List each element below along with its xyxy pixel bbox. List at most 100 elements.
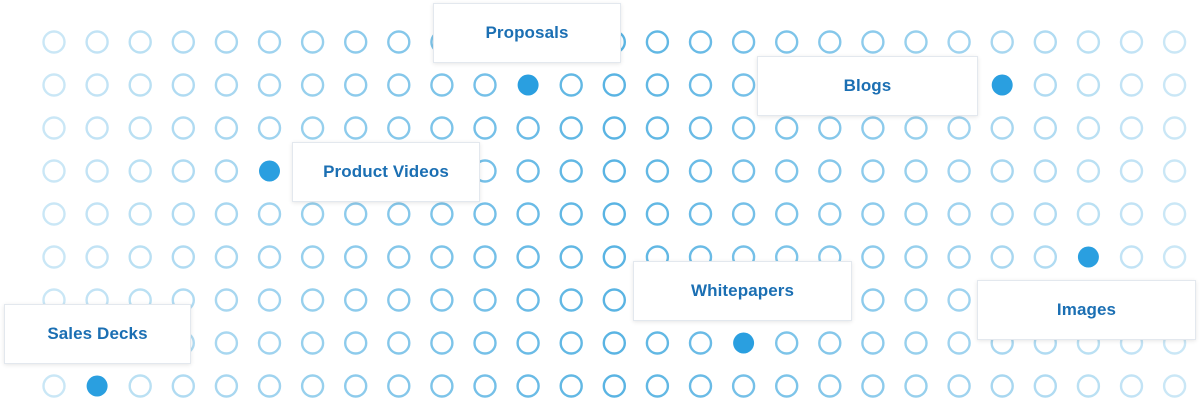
ring-dot (42, 73, 66, 97)
ring-dot (214, 245, 239, 269)
ring-dot (1076, 374, 1101, 398)
ring-dot (85, 245, 109, 269)
ring-dot (473, 202, 497, 226)
filled-dot (1077, 246, 1099, 268)
ring-dot (387, 73, 411, 97)
ring-dot (1119, 374, 1144, 398)
ring-dot (171, 159, 196, 183)
ring-dot (688, 30, 713, 54)
filled-dot (517, 74, 539, 96)
ring-dot (559, 331, 583, 355)
ring-dot (516, 116, 540, 140)
ring-dot (214, 159, 239, 183)
ring-dot (128, 245, 152, 269)
ring-dot (42, 374, 66, 398)
ring-dot (42, 159, 66, 183)
ring-dot (214, 331, 239, 355)
ring-dot (818, 30, 842, 54)
ring-dot (387, 202, 411, 226)
ring-dot (430, 374, 454, 398)
ring-dot (731, 116, 756, 140)
ring-dot (516, 374, 540, 398)
ring-dot (1119, 30, 1144, 54)
ring-dot (300, 245, 325, 269)
ring-dot (1162, 245, 1187, 269)
ring-dot (775, 30, 799, 54)
ring-dot (85, 30, 109, 54)
ring-dot (85, 116, 109, 140)
ring-dot (775, 202, 799, 226)
ring-dot (128, 73, 152, 97)
blogs-card: Blogs (757, 56, 978, 116)
ring-dot (904, 331, 928, 355)
ring-dot (731, 374, 756, 398)
ring-dot (990, 116, 1014, 140)
ring-dot (861, 374, 885, 398)
ring-dot (688, 374, 713, 398)
ring-dot (904, 116, 928, 140)
ring-dot (861, 116, 885, 140)
ring-dot (300, 331, 325, 355)
ring-dot (300, 30, 325, 54)
ring-dot (1076, 30, 1101, 54)
ring-dot (731, 159, 756, 183)
ring-dot (1162, 73, 1187, 97)
ring-dot (688, 73, 713, 97)
product-videos-card: Product Videos (292, 142, 480, 202)
ring-dot (430, 202, 454, 226)
ring-dot (171, 73, 196, 97)
ring-dot (171, 116, 196, 140)
ring-dot (645, 374, 670, 398)
ring-dot (257, 245, 282, 269)
ring-dot (861, 245, 885, 269)
ring-dot (990, 159, 1014, 183)
ring-dot (1119, 73, 1144, 97)
ring-dot (990, 202, 1014, 226)
ring-dot (214, 374, 239, 398)
ring-dot (1162, 30, 1187, 54)
ring-dot (775, 374, 799, 398)
ring-dot (559, 374, 583, 398)
ring-dot (344, 245, 368, 269)
ring-dot (387, 374, 411, 398)
ring-dot (904, 288, 928, 312)
ring-dot (602, 202, 626, 226)
sales-decks-label: Sales Decks (47, 324, 148, 343)
ring-dot (300, 288, 325, 312)
ring-dot (430, 331, 454, 355)
ring-dot (128, 116, 152, 140)
ring-dot (861, 202, 885, 226)
ring-dot (1119, 245, 1144, 269)
ring-dot (214, 202, 239, 226)
ring-dot (171, 30, 196, 54)
ring-dot (602, 73, 626, 97)
ring-dot (214, 288, 239, 312)
ring-dot (387, 245, 411, 269)
ring-dot (257, 331, 282, 355)
ring-dot (990, 245, 1014, 269)
ring-dot (645, 202, 670, 226)
ring-dot (904, 202, 928, 226)
ring-dot (602, 288, 626, 312)
ring-dot (257, 73, 282, 97)
ring-dot (516, 288, 540, 312)
ring-dot (904, 245, 928, 269)
ring-dot (990, 30, 1014, 54)
ring-dot (516, 331, 540, 355)
ring-dot (1033, 374, 1058, 398)
whitepapers-card: Whitepapers (633, 261, 852, 321)
ring-dot (387, 288, 411, 312)
ring-dot (947, 331, 971, 355)
ring-dot (1076, 159, 1101, 183)
ring-dot (344, 288, 368, 312)
ring-dot (731, 202, 756, 226)
ring-dot (516, 245, 540, 269)
ring-dot (128, 202, 152, 226)
product-videos-label: Product Videos (323, 162, 449, 181)
ring-dot (602, 245, 626, 269)
ring-dot (300, 374, 325, 398)
ring-dot (861, 159, 885, 183)
ring-dot (344, 331, 368, 355)
ring-dot (171, 202, 196, 226)
ring-dot (1119, 202, 1144, 226)
